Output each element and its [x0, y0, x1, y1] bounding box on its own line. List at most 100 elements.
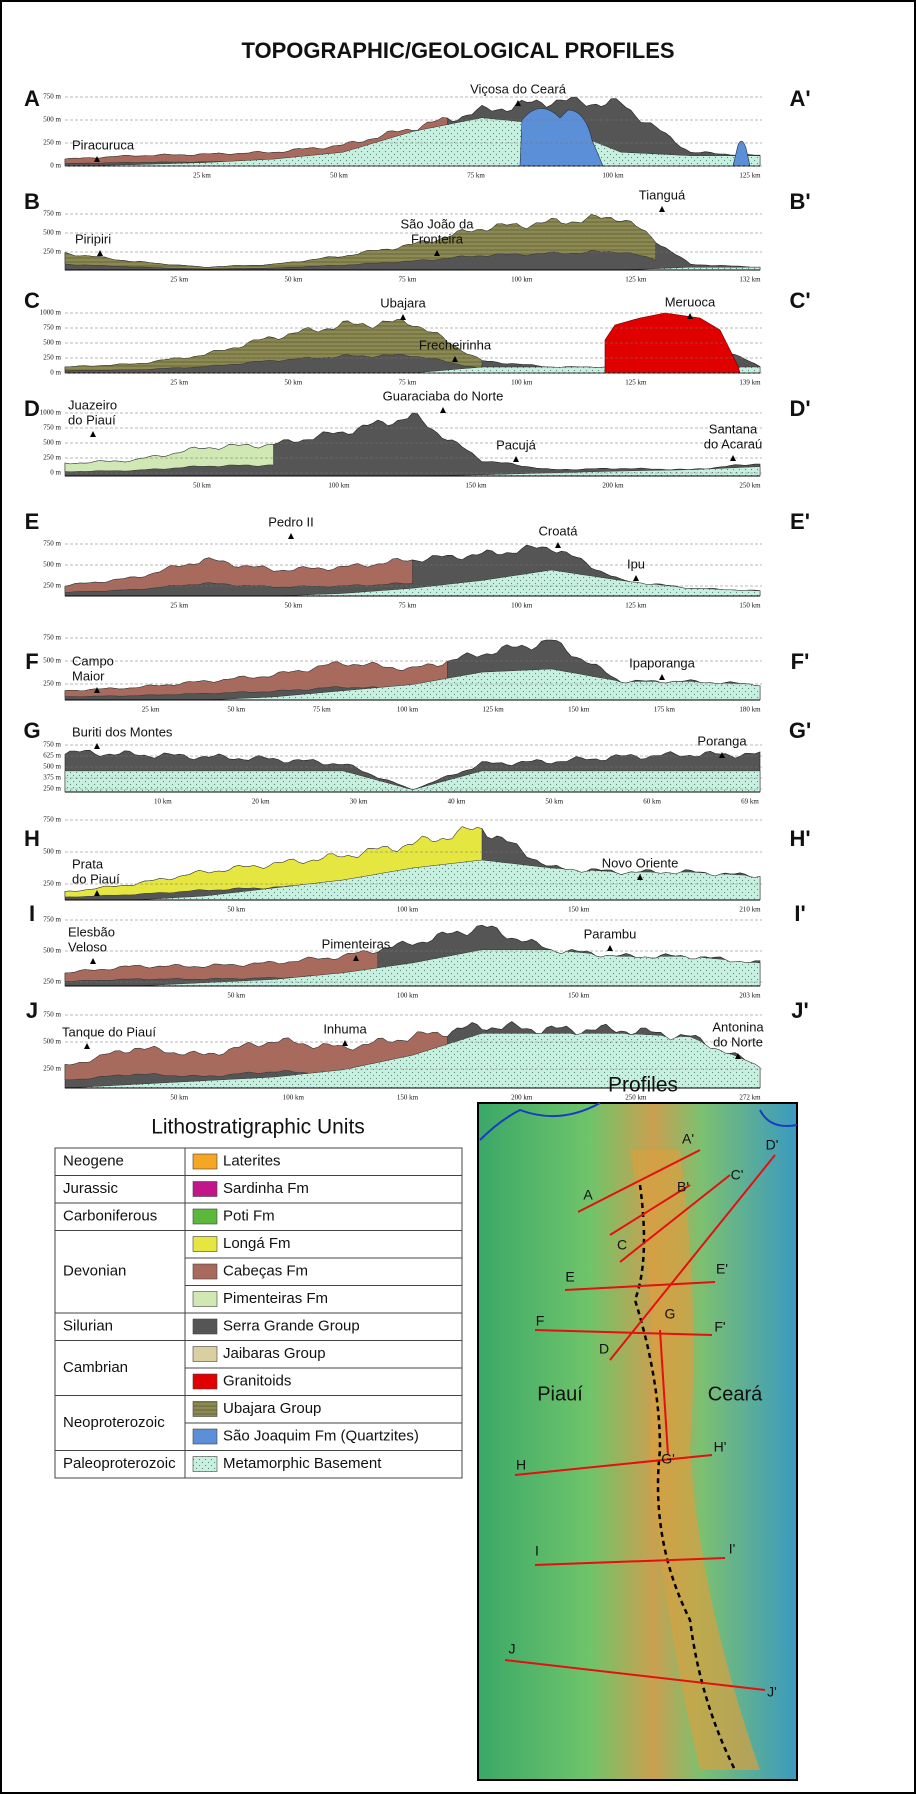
- place-marker: [607, 945, 613, 951]
- place-label: Parambu: [584, 926, 637, 941]
- distance-label: 139 km: [739, 379, 761, 387]
- distance-label: 150 km: [568, 992, 590, 1000]
- elevation-label: 750 m: [43, 540, 61, 548]
- legend-unit: Metamorphic Basement: [223, 1455, 382, 1472]
- legend-period: Devonian: [63, 1263, 126, 1280]
- profile-line: [504, 1659, 766, 1691]
- place-label: Tanque do Piauí: [62, 1024, 156, 1039]
- legend-unit-cell: [184, 1450, 463, 1479]
- legend-period-cell: [54, 1312, 186, 1341]
- elevation-label: 750 m: [43, 634, 61, 642]
- legend-period: Paleoproterozoic: [63, 1455, 176, 1472]
- place-marker: [94, 743, 100, 749]
- distance-label: 50 km: [545, 798, 563, 806]
- place-label: do Norte: [713, 1034, 763, 1049]
- legend-swatch: [192, 1318, 218, 1335]
- place-label: Poranga: [697, 733, 747, 748]
- distance-label: 250 km: [625, 1094, 647, 1102]
- elevation-label: 0 m: [50, 162, 61, 170]
- distance-label: 50 km: [170, 1094, 188, 1102]
- sediment-layer: [64, 214, 657, 270]
- distance-label: 50 km: [284, 602, 302, 610]
- profile-start: B: [24, 189, 40, 214]
- profile: H H' 750 m 500 m 250 m 50 km 100 km 150 km 210 k…: [24, 816, 811, 914]
- distance-label: 50 km: [227, 706, 245, 714]
- place-label: Viçosa do Ceará: [470, 81, 567, 96]
- profile-line: [534, 1329, 713, 1336]
- elevation-label: 250 m: [43, 880, 61, 888]
- legend-swatch: [192, 1208, 218, 1225]
- distance-label: 50 km: [284, 276, 302, 284]
- elevation-label: 500 m: [43, 116, 61, 124]
- distance-label: 69 km: [741, 798, 759, 806]
- legend-swatch: [192, 1263, 218, 1280]
- map-label: C: [617, 1237, 627, 1253]
- profile-start: D: [24, 396, 40, 421]
- profile: B B' 750 m 500 m 250 m 25 km 50 km 75 km 100 km 1…: [24, 187, 811, 283]
- elevation-label: 750 m: [43, 424, 61, 432]
- distance-label: 150 km: [568, 706, 590, 714]
- distance-label: 180 km: [739, 706, 761, 714]
- map-label: E: [565, 1269, 574, 1285]
- profile-end: D': [789, 396, 810, 421]
- legend-period-cell: [54, 1395, 186, 1451]
- distance-label: 75 km: [399, 602, 417, 610]
- profile: C C' 1000 m 750 m 500 m 250 m 0 m 25 km 50 km 75 …: [24, 288, 811, 387]
- distance-label: 150 km: [739, 602, 761, 610]
- distance-label: 25 km: [170, 276, 188, 284]
- place-marker: [719, 752, 725, 758]
- elevation-label: 625 m: [43, 752, 61, 760]
- elevation-label: 500 m: [43, 229, 61, 237]
- profile-start: F: [25, 649, 38, 674]
- legend-period: Neogene: [63, 1153, 124, 1170]
- distance-label: 25 km: [193, 172, 211, 180]
- place-label: do Piauí: [72, 871, 120, 886]
- distance-label: 175 km: [654, 706, 676, 714]
- legend-period-cell: [54, 1147, 186, 1176]
- place-marker: [440, 407, 446, 413]
- place-label: Inhuma: [323, 1021, 367, 1036]
- distance-label: 100 km: [397, 906, 419, 914]
- legend-period: Carboniferous: [63, 1208, 157, 1225]
- profile-start: J: [26, 998, 38, 1023]
- distance-label: 100 km: [511, 602, 533, 610]
- place-label: do Acaraú: [704, 436, 763, 451]
- profile-end: A': [789, 86, 810, 111]
- place-label: Campo: [72, 653, 114, 668]
- profile: E E' 750 m 500 m 250 m 25 km 50 km 75 km 100 km 1…: [25, 509, 810, 610]
- distance-label: 125 km: [625, 276, 647, 284]
- profile-start: I: [29, 901, 35, 926]
- distance-label: 10 km: [154, 798, 172, 806]
- sediment-layer: [64, 443, 274, 473]
- map-label: D: [599, 1341, 609, 1357]
- place-marker: [659, 206, 665, 212]
- profile: G G' 750 m 625 m 500 m 375 m 250 m 10 km 20 km 30…: [23, 718, 811, 806]
- distance-label: 203 km: [739, 992, 761, 1000]
- place-label: Guaraciaba do Norte: [383, 388, 504, 403]
- distance-label: 75 km: [313, 706, 331, 714]
- legend-swatch: [192, 1401, 218, 1417]
- profile-end: J': [791, 998, 808, 1023]
- basement-layer: [64, 1033, 761, 1089]
- map-label: J: [509, 1641, 516, 1657]
- legend-unit: Granitoids: [223, 1373, 291, 1390]
- elevation-label: 750 m: [43, 210, 61, 218]
- place-marker: [637, 874, 643, 880]
- distance-label: 100 km: [283, 1094, 305, 1102]
- distance-label: 100 km: [511, 276, 533, 284]
- distance-label: 75 km: [399, 379, 417, 387]
- distance-label: 125 km: [739, 172, 761, 180]
- map-label: I': [729, 1541, 736, 1557]
- legend-unit: Laterites: [223, 1153, 281, 1170]
- place-label: Fronteira: [411, 231, 464, 246]
- legend-unit: Pimenteiras Fm: [223, 1290, 328, 1307]
- sediment-layer: [64, 557, 413, 593]
- place-marker: [735, 1053, 741, 1059]
- place-marker: [400, 314, 406, 320]
- place-label: Veloso: [68, 939, 107, 954]
- place-label: Pedro II: [268, 514, 314, 529]
- place-label: Juazeiro: [68, 397, 117, 412]
- elevation-label: 500 m: [43, 439, 61, 447]
- profile-end: F': [791, 649, 810, 674]
- place-marker: [94, 687, 100, 693]
